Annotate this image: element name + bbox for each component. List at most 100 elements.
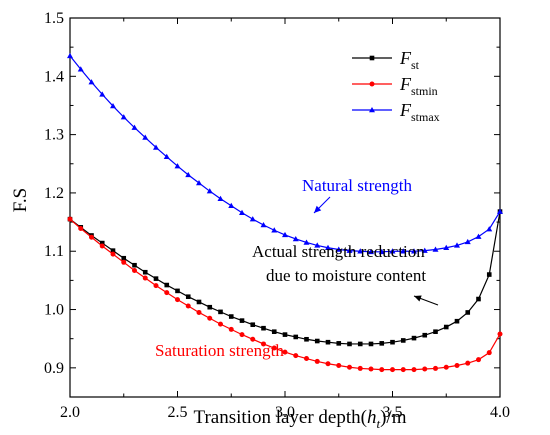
data-point-st bbox=[476, 296, 481, 302]
series-stmax bbox=[67, 52, 503, 255]
data-point-stmax bbox=[464, 238, 471, 245]
data-point-stmin bbox=[336, 363, 342, 369]
annotations: Natural strength Actual strength reductio… bbox=[155, 176, 439, 360]
data-point-stmin bbox=[185, 303, 191, 309]
data-point-stmin bbox=[347, 364, 352, 370]
data-point-stmin bbox=[261, 341, 266, 347]
legend-label-base: F bbox=[399, 100, 412, 120]
data-point-st bbox=[411, 335, 417, 341]
data-point-st bbox=[347, 341, 352, 347]
x-tick-label: 2.5 bbox=[168, 404, 188, 421]
data-point-st bbox=[368, 341, 374, 347]
data-point-st bbox=[261, 325, 266, 331]
y-tick-label: 1.3 bbox=[44, 127, 64, 144]
data-point-stmax bbox=[239, 209, 245, 215]
data-point-stmax bbox=[282, 231, 288, 238]
data-point-stmax bbox=[185, 171, 192, 178]
data-point-stmin bbox=[486, 350, 492, 356]
data-point-stmin bbox=[110, 251, 116, 257]
data-point-st bbox=[314, 338, 320, 344]
data-point-stmin bbox=[390, 367, 395, 373]
data-point-stmax bbox=[206, 188, 213, 194]
data-point-stmin bbox=[89, 234, 94, 240]
data-point-stmax bbox=[454, 242, 460, 248]
data-point-st bbox=[228, 314, 234, 319]
data-point-stmax bbox=[475, 233, 482, 239]
data-point-stmax bbox=[153, 144, 159, 150]
data-point-st bbox=[250, 322, 256, 327]
data-point-stmin bbox=[99, 243, 105, 249]
data-point-stmin bbox=[497, 331, 503, 337]
data-point-stmax bbox=[174, 163, 181, 169]
data-point-st bbox=[454, 318, 460, 324]
data-point-stmax bbox=[400, 248, 407, 254]
legend-item-stmax: Fstmax bbox=[352, 100, 440, 124]
data-point-st bbox=[196, 299, 202, 305]
arrow-head bbox=[414, 295, 422, 302]
data-point-stmax bbox=[77, 66, 84, 72]
data-point-stmax bbox=[389, 248, 396, 254]
data-point-stmin bbox=[207, 315, 213, 321]
data-point-st bbox=[121, 255, 127, 261]
data-point-stmax bbox=[325, 244, 331, 250]
x-axis-title-part: h bbox=[367, 407, 377, 428]
y-tick-label: 0.9 bbox=[44, 360, 64, 377]
y-tick-label: 1.2 bbox=[44, 185, 64, 202]
data-point-stmax bbox=[110, 103, 116, 109]
data-point-stmax bbox=[196, 180, 202, 186]
data-point-stmax bbox=[131, 124, 138, 130]
data-point-stmin bbox=[164, 290, 170, 296]
legend-label: Fst bbox=[399, 48, 420, 72]
y-tick-label: 1.0 bbox=[44, 302, 64, 319]
data-point-stmin bbox=[293, 353, 299, 359]
data-point-st bbox=[486, 272, 492, 277]
legend-label-subscript: stmax bbox=[411, 110, 440, 124]
legend-item-stmin: Fstmin bbox=[352, 74, 438, 98]
data-point-st bbox=[422, 332, 428, 338]
data-point-stmin bbox=[454, 363, 460, 369]
axes: 2.0 2.5 3.0 3.5 4.0 0.9 1.0 1.1 1.2 1.3 1.4 1.5 bbox=[44, 10, 510, 421]
data-point-stmax bbox=[335, 246, 342, 252]
data-point-stmax bbox=[217, 195, 224, 202]
data-point-stmin bbox=[314, 358, 320, 364]
data-point-stmax bbox=[163, 153, 170, 160]
data-point-stmin bbox=[379, 367, 385, 373]
data-point-stmax bbox=[432, 246, 439, 252]
y-tick-label: 1.4 bbox=[44, 68, 64, 85]
legend-label-base: F bbox=[399, 74, 412, 94]
data-point-stmax bbox=[486, 226, 493, 232]
data-point-st bbox=[99, 240, 105, 246]
x-tick-label: 2.0 bbox=[60, 404, 80, 421]
data-point-st bbox=[357, 341, 363, 347]
data-point-st bbox=[271, 329, 277, 334]
data-point-st bbox=[132, 262, 137, 268]
data-point-stmin bbox=[400, 367, 406, 373]
natural-strength-arrow bbox=[313, 196, 331, 214]
data-point-stmin bbox=[411, 367, 417, 373]
data-point-stmax bbox=[303, 239, 310, 245]
data-point-st bbox=[443, 324, 449, 330]
y-tick-label: 1.5 bbox=[44, 10, 64, 27]
data-point-st bbox=[142, 269, 148, 275]
x-axis-title-part: t bbox=[376, 416, 380, 431]
data-point-stmin bbox=[271, 345, 277, 351]
data-point-stmax bbox=[67, 52, 73, 59]
data-point-st bbox=[293, 334, 299, 340]
series-stmin bbox=[67, 216, 503, 373]
data-point-st bbox=[400, 338, 406, 343]
y-tick-label: 1.1 bbox=[44, 243, 64, 260]
data-point-st bbox=[153, 276, 159, 281]
data-point-stmax bbox=[228, 202, 235, 209]
data-point-stmax bbox=[497, 208, 503, 214]
legend-label: Fstmin bbox=[399, 74, 438, 98]
data-point-st bbox=[218, 309, 223, 315]
actual-strength-arrow bbox=[413, 295, 439, 306]
data-point-stmax bbox=[411, 248, 417, 254]
data-point-stmin bbox=[282, 349, 288, 355]
legend-label-subscript: st bbox=[411, 58, 420, 72]
data-point-stmin bbox=[67, 216, 73, 222]
legend-label-subscript: stmin bbox=[411, 84, 438, 98]
data-point-stmax bbox=[249, 216, 256, 222]
data-point-stmin bbox=[142, 275, 148, 281]
